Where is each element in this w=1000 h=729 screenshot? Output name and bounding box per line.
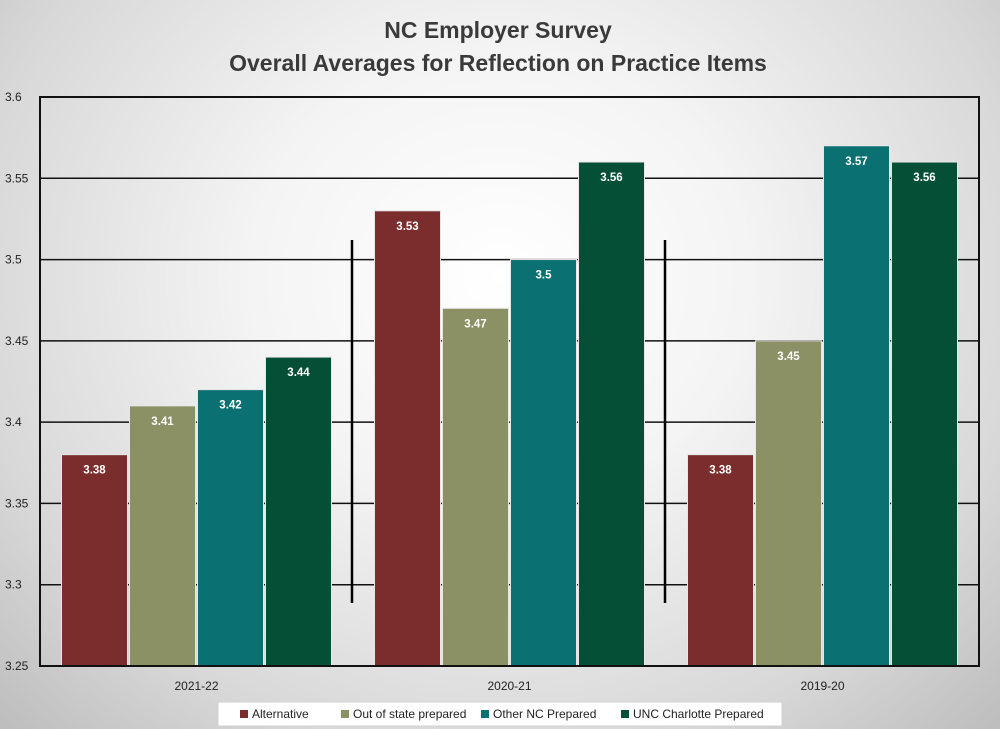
data-label: 3.44 [287, 367, 310, 379]
data-label: 3.47 [464, 318, 486, 330]
data-label: 3.5 [536, 270, 553, 282]
bar [129, 405, 196, 667]
bar [374, 210, 441, 667]
bar [265, 356, 332, 667]
bar [442, 307, 509, 667]
legend-label: Out of state prepared [353, 707, 466, 721]
bar [823, 145, 890, 667]
y-tick-label: 3.25 [5, 659, 29, 673]
legend-swatch [621, 710, 629, 718]
legend-swatch [240, 710, 248, 718]
plot-frame [39, 96, 980, 667]
y-axis-ticks: 3.25 3.3 3.35 3.4 3.45 3.5 3.55 3.6 [5, 90, 29, 673]
bar [61, 454, 128, 667]
y-tick-label: 3.4 [5, 415, 22, 429]
plot-area-border [39, 96, 980, 667]
data-label: 3.57 [845, 156, 867, 168]
chart-title: NC Employer Survey Overall Averages for … [229, 17, 767, 76]
legend-label: Other NC Prepared [493, 707, 596, 721]
y-tick-label: 3.45 [5, 334, 29, 348]
category-separators [350, 240, 667, 603]
data-label: 3.41 [151, 416, 174, 428]
legend-label: UNC Charlotte Prepared [633, 707, 764, 721]
legend-box [217, 701, 783, 727]
bars [61, 145, 958, 667]
y-tick-label: 3.3 [5, 578, 22, 592]
x-axis-categories: 2021-22 2020-21 2019-20 [174, 679, 844, 693]
data-label: 3.53 [396, 221, 418, 233]
data-label: 3.45 [777, 351, 800, 363]
x-category-label: 2021-22 [174, 679, 218, 693]
bar [510, 259, 577, 667]
y-tick-label: 3.5 [5, 253, 22, 267]
x-category-label: 2020-21 [487, 679, 531, 693]
data-label: 3.56 [913, 172, 935, 184]
bar [197, 389, 264, 667]
legend: Alternative Out of state prepared Other NC… [217, 701, 783, 727]
data-label: 3.38 [709, 465, 732, 477]
data-label: 3.56 [600, 172, 622, 184]
bar [891, 161, 958, 667]
data-label: 3.42 [219, 400, 241, 412]
legend-swatch [481, 710, 489, 718]
x-category-label: 2019-20 [800, 679, 844, 693]
y-tick-label: 3.6 [5, 90, 22, 104]
chart-title-line-1: NC Employer Survey [384, 17, 612, 43]
data-labels: 3.38 3.41 3.42 3.44 3.53 3.47 3.5 3.56 3.38 3.45 3… [83, 156, 935, 477]
gridlines [40, 96, 979, 667]
bar [755, 340, 822, 667]
legend-swatch [341, 710, 349, 718]
data-label: 3.38 [83, 465, 106, 477]
bar [687, 454, 754, 667]
legend-label: Alternative [252, 707, 309, 721]
y-tick-label: 3.35 [5, 496, 29, 510]
chart-title-line-2: Overall Averages for Reflection on Pract… [229, 50, 767, 76]
bar [578, 161, 645, 667]
y-tick-label: 3.55 [5, 171, 29, 185]
